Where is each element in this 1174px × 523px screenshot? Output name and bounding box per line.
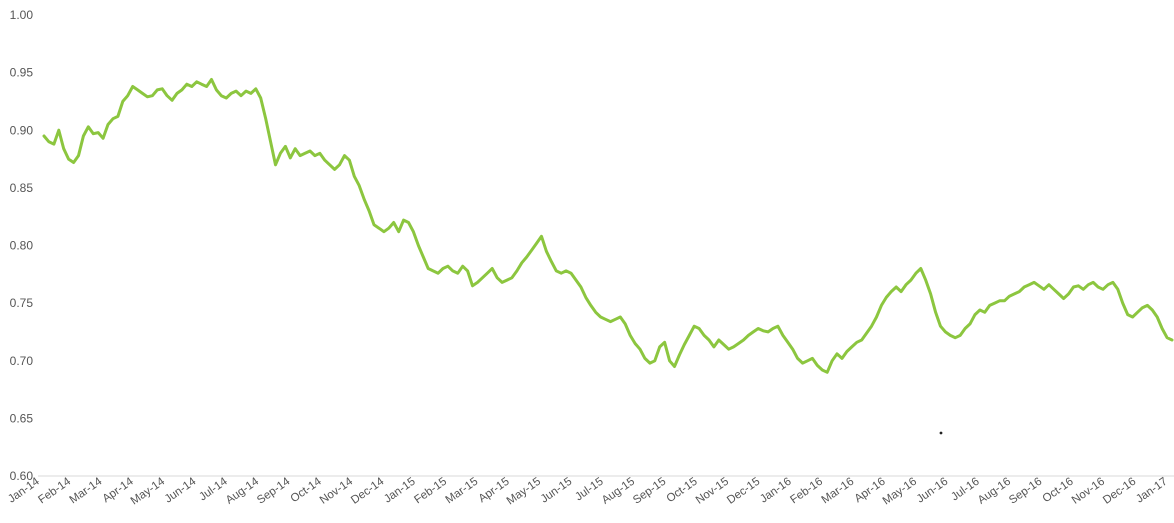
x-tick-label: Nov-16 [1070,476,1107,507]
x-tick-label: Sep-15 [631,476,668,507]
x-tick-label: Jun-16 [915,476,951,506]
x-tick-label: Jan-15 [382,476,418,506]
x-tick-label: Dec-14 [349,475,387,506]
y-axis: 0.600.650.700.750.800.850.900.951.00 [10,8,34,483]
x-tick-label: Feb-15 [412,476,449,507]
x-tick-label: Sep-16 [1007,476,1044,507]
y-tick-label: 0.85 [10,181,34,195]
x-tick-label: Jun-15 [539,476,575,506]
x-tick-label: Dec-15 [725,476,762,507]
y-tick-label: 0.95 [10,66,34,80]
x-tick-label: May-14 [129,475,168,507]
y-tick-label: 0.75 [10,296,34,310]
x-tick-label: Oct-15 [665,476,700,506]
x-tick-label: Aug-15 [600,476,637,507]
x-tick-label: Jun-14 [163,475,199,505]
x-tick-label: Jan-17 [1134,476,1170,506]
x-tick-label: Jan-16 [758,476,794,506]
x-tick-label: May-16 [881,476,919,508]
x-tick-label: Dec-16 [1101,476,1138,507]
y-tick-label: 0.70 [10,354,34,368]
y-tick-label: 0.65 [10,411,34,425]
x-tick-label: Mar-14 [68,475,105,506]
x-axis: Jan-14Feb-14Mar-14Apr-14May-14Jun-14Jul-… [6,475,1174,507]
x-tick-label: Oct-14 [289,475,325,505]
x-tick-label: Aug-14 [224,475,262,506]
series-group [44,80,1172,373]
x-tick-label: Aug-16 [976,476,1013,507]
y-tick-label: 1.00 [10,8,34,22]
series-line [44,80,1172,373]
x-tick-label: May-15 [505,476,543,508]
x-tick-label: Nov-14 [318,475,356,506]
x-tick-label: Mar-15 [444,476,481,507]
x-tick-label: Feb-14 [36,475,73,506]
x-tick-label: Feb-16 [788,476,825,507]
x-tick-label: Nov-15 [694,476,731,507]
x-tick-label: Oct-16 [1041,476,1076,506]
stray-dot [940,432,943,435]
x-tick-label: Mar-16 [820,476,857,507]
y-tick-label: 0.80 [10,239,34,253]
y-tick-label: 0.90 [10,123,34,137]
x-tick-label: Sep-14 [255,475,293,506]
